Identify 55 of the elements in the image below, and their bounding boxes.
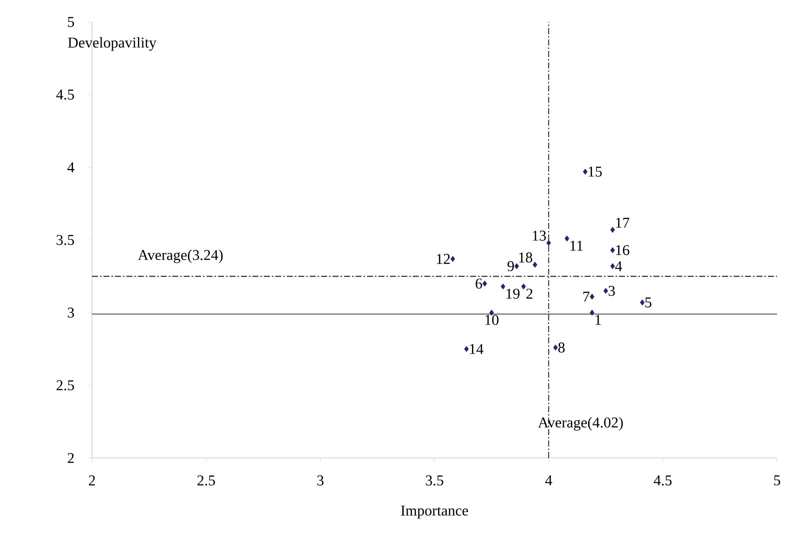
annotation: 3: [608, 286, 615, 296]
annotation: 4: [615, 261, 622, 272]
annotation: 7: [583, 292, 590, 302]
point: [610, 263, 615, 270]
y-tick-label: 5: [68, 17, 74, 27]
point: [514, 263, 520, 270]
point: [610, 226, 615, 233]
y-tick-label: 3.5: [56, 234, 74, 246]
annotation: 16: [616, 245, 630, 256]
point: [464, 346, 469, 352]
annotation: 5: [645, 298, 652, 308]
y-tick-label: 2: [68, 453, 74, 463]
x-tick-label: 3: [317, 475, 324, 486]
annotation: 10: [485, 314, 498, 325]
y-tick-label: 2.5: [56, 380, 74, 390]
x-tick-label: 4.5: [654, 475, 672, 486]
ref-line-label: Average(4.02): [538, 417, 623, 431]
point: [546, 240, 551, 246]
point: [582, 168, 588, 175]
point: [590, 294, 594, 300]
annotation: 17: [616, 218, 630, 228]
x-tick-label: 4: [545, 475, 552, 486]
point: [564, 236, 570, 242]
y-tick-label: 4: [67, 162, 74, 172]
annotation: 19: [506, 288, 520, 299]
annotation: 1: [596, 314, 601, 325]
point: [532, 262, 538, 268]
annotation: 2: [526, 288, 532, 299]
point: [590, 310, 594, 316]
point: [482, 280, 488, 287]
annotation: 13: [532, 230, 546, 241]
point: [553, 344, 558, 351]
annotation: 15: [588, 166, 602, 177]
annotation: 12: [436, 254, 450, 264]
annotation: 18: [519, 252, 532, 262]
annotation: 14: [470, 344, 484, 354]
x-tick-label: 5: [774, 475, 780, 486]
point: [521, 283, 526, 290]
point: [610, 247, 615, 254]
x-tick-label: 2: [88, 475, 95, 486]
ref-line-label: Average(3.24): [138, 250, 223, 264]
annotation: 9: [508, 261, 514, 272]
annotation: 11: [570, 240, 583, 251]
x-tick-label: 3.5: [426, 475, 444, 486]
x-tick-label: 2.5: [197, 475, 215, 486]
point: [603, 288, 608, 294]
annotation: 8: [558, 342, 565, 353]
y-tick-label: 4.5: [56, 90, 74, 100]
y-tick-label: 3: [68, 308, 74, 318]
x-axis-title: Importance: [401, 506, 468, 519]
point: [500, 283, 506, 290]
annotation: 6: [476, 278, 482, 289]
point: [450, 256, 456, 262]
y-axis-title: Developavility: [68, 37, 156, 51]
point: [640, 299, 645, 306]
